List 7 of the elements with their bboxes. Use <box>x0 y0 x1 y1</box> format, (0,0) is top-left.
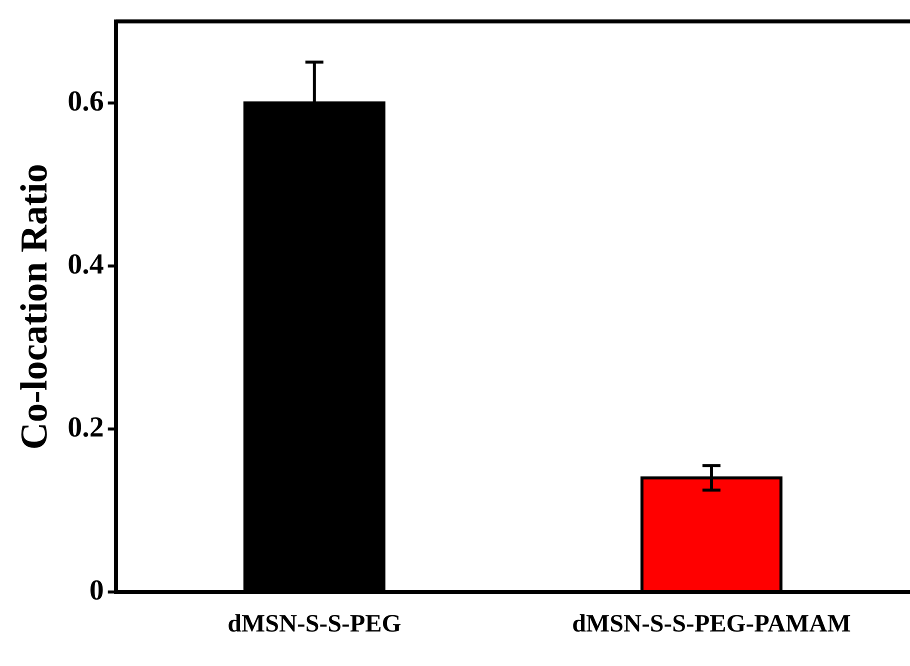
y-tick-label: 0.4 <box>68 248 104 280</box>
y-tick-label: 0 <box>89 574 104 606</box>
y-tick-label: 0.2 <box>68 411 104 444</box>
y-axis-title: Co-location Ratio <box>14 164 56 450</box>
x-tick-label: dMSN-S-S-PEG-PAMAM <box>572 610 851 638</box>
x-tick-label: dMSN-S-S-PEG <box>228 610 402 638</box>
y-tick-label: 0.6 <box>68 85 104 118</box>
